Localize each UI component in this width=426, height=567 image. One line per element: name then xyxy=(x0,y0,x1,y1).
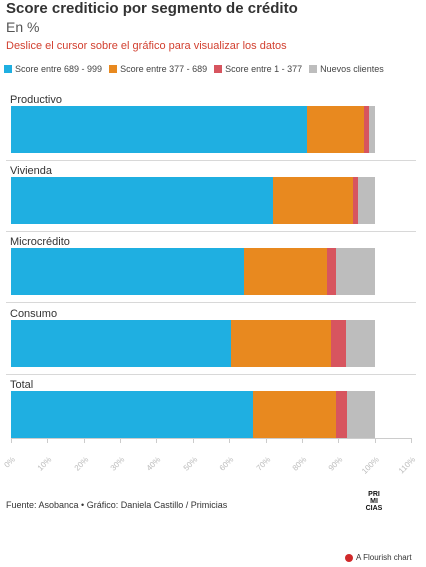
bar-segment[interactable] xyxy=(252,391,337,438)
logo-line: CIAS xyxy=(365,505,383,512)
legend-item-low-score[interactable]: Score entre 1 - 377 xyxy=(214,64,302,74)
stacked-bar[interactable] xyxy=(11,177,375,224)
x-tick-mark xyxy=(301,438,303,443)
bar-segment[interactable] xyxy=(336,391,348,438)
hover-instruction: Deslice el cursor sobre el gráfico para … xyxy=(6,40,287,52)
legend-item-high-score[interactable]: Score entre 689 - 999 xyxy=(4,64,102,74)
bar-segment[interactable] xyxy=(345,320,375,367)
x-tick-label: 20% xyxy=(72,455,91,473)
chart-subtitle: En % xyxy=(6,19,40,35)
bar-segment[interactable] xyxy=(369,106,375,153)
bar-segment[interactable] xyxy=(327,248,337,295)
bar-segment[interactable] xyxy=(11,177,273,224)
bar-segment[interactable] xyxy=(272,177,353,224)
legend-swatch xyxy=(109,65,118,73)
x-tick-mark xyxy=(11,438,12,443)
x-tick-mark xyxy=(120,438,122,443)
x-tick-mark xyxy=(156,438,158,443)
x-tick-label: 100% xyxy=(360,455,382,476)
x-tick-label: 30% xyxy=(108,455,127,473)
x-tick-label: 50% xyxy=(181,455,200,473)
bar-segment[interactable] xyxy=(352,177,359,224)
x-tick-mark xyxy=(411,438,412,443)
bar-segment[interactable] xyxy=(11,106,308,153)
category-label: Consumo xyxy=(10,308,58,320)
stacked-bar[interactable] xyxy=(11,106,375,153)
row-separator xyxy=(6,160,416,161)
category-label: Productivo xyxy=(10,94,62,106)
stacked-bar[interactable] xyxy=(11,391,375,438)
row-separator xyxy=(6,231,416,232)
legend-label: Score entre 689 - 999 xyxy=(15,64,103,74)
legend-label: Score entre 1 - 377 xyxy=(225,64,303,74)
flourish-credit-link[interactable]: A Flourish chart xyxy=(345,553,412,562)
x-tick-label: 10% xyxy=(36,455,54,473)
x-tick-mark xyxy=(47,438,49,443)
x-tick-mark xyxy=(83,438,85,443)
x-tick-label: 110% xyxy=(396,455,418,476)
x-tick-label: 0% xyxy=(2,455,18,470)
category-label: Total xyxy=(10,379,34,391)
x-tick-mark xyxy=(265,438,267,443)
bar-segment[interactable] xyxy=(11,248,244,295)
flourish-icon xyxy=(345,553,353,562)
x-tick-label: 60% xyxy=(217,455,236,473)
stacked-bar[interactable] xyxy=(11,248,375,295)
bar-segment[interactable] xyxy=(11,391,253,438)
legend-swatch xyxy=(4,65,12,73)
bar-segment[interactable] xyxy=(307,106,364,153)
legend-swatch xyxy=(309,65,318,73)
legend-label: Score entre 377 - 689 xyxy=(120,64,208,74)
bar-segment[interactable] xyxy=(331,320,346,367)
row-separator xyxy=(6,374,416,375)
logo-line: MI xyxy=(370,498,378,505)
legend: Score entre 689 - 999 Score entre 377 - … xyxy=(4,64,384,74)
row-separator xyxy=(6,302,416,303)
bar-segment[interactable] xyxy=(358,177,375,224)
category-label: Vivienda xyxy=(10,165,52,177)
x-tick-mark xyxy=(229,438,231,443)
bar-segment[interactable] xyxy=(231,320,331,367)
legend-item-new-clients[interactable]: Nuevos clientes xyxy=(309,64,384,74)
category-label: Microcrédito xyxy=(10,236,70,248)
bar-segment[interactable] xyxy=(11,320,231,367)
legend-item-mid-score[interactable]: Score entre 377 - 689 xyxy=(109,64,207,74)
x-tick-label: 90% xyxy=(326,455,345,473)
bar-segment[interactable] xyxy=(243,248,328,295)
chart-title: Score crediticio por segmento de crédito xyxy=(6,0,298,17)
x-tick-mark xyxy=(338,438,340,443)
source-note: Fuente: Asobanca • Gráfico: Daniela Cast… xyxy=(6,500,228,510)
x-tick-label: 40% xyxy=(145,455,163,473)
legend-swatch xyxy=(214,65,223,73)
primicias-logo: PRI MI CIAS xyxy=(364,491,384,512)
x-tick-mark xyxy=(374,438,376,443)
x-tick-mark xyxy=(192,438,194,443)
bar-segment[interactable] xyxy=(336,248,375,295)
x-axis-line xyxy=(11,438,411,439)
bar-segment[interactable] xyxy=(347,391,375,438)
logo-line: PRI xyxy=(368,491,380,498)
flourish-label: A Flourish chart xyxy=(356,553,412,562)
stacked-bar[interactable] xyxy=(11,320,375,367)
legend-label: Nuevos clientes xyxy=(320,64,384,74)
bar-segment[interactable] xyxy=(363,106,370,153)
x-tick-label: 70% xyxy=(254,455,272,473)
x-tick-label: 80% xyxy=(290,455,309,473)
